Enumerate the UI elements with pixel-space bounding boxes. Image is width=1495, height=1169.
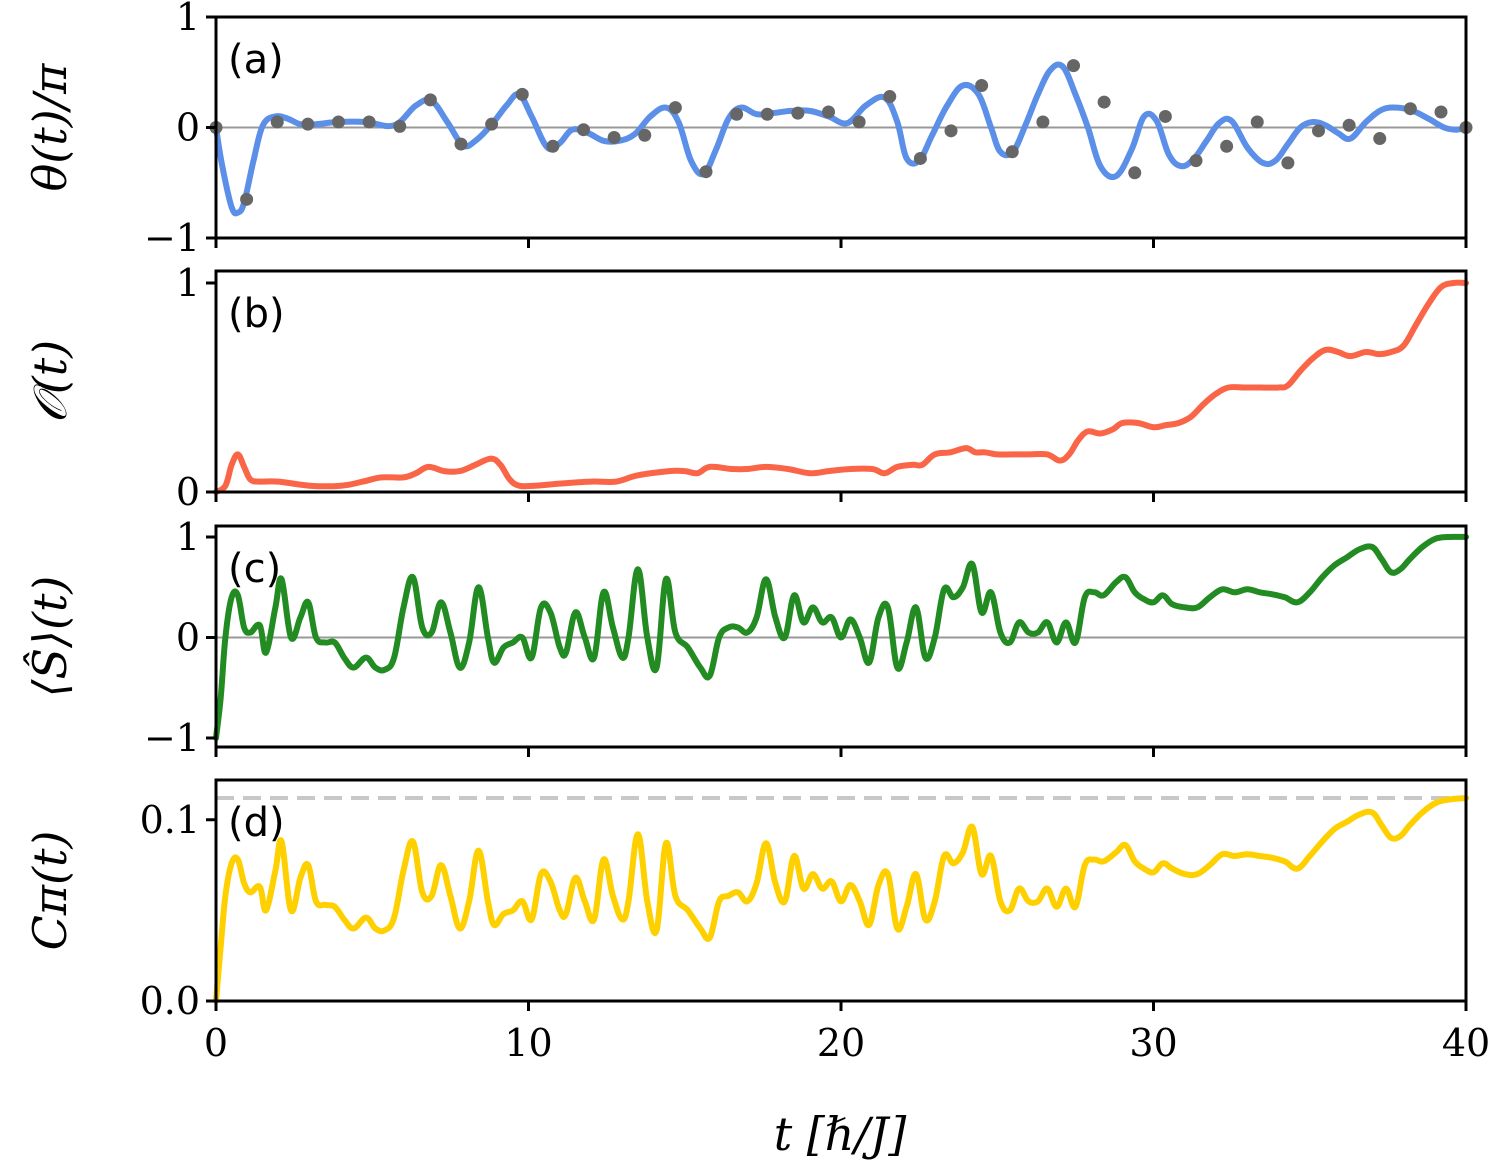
sample-point <box>791 106 805 120</box>
sample-point <box>699 165 713 179</box>
x-tick-label: 0 <box>204 1021 228 1065</box>
sample-point <box>1036 115 1050 129</box>
sample-point <box>1434 105 1448 119</box>
y-tick-label: 1 <box>176 261 200 305</box>
sample-point <box>485 117 499 131</box>
y-tick-label: 0 <box>176 106 200 150</box>
plot-frame <box>214 269 1468 494</box>
sample-point <box>1403 102 1417 116</box>
y-axis-label: θ(t)/π <box>23 63 77 192</box>
panel-label: (d) <box>228 800 285 846</box>
y-tick-label: 1 <box>176 515 200 559</box>
y-axis-label: Cπ(t) <box>23 831 77 951</box>
sample-point <box>607 130 621 144</box>
series-line-O <box>213 279 1469 495</box>
y-tick-label: 1 <box>176 0 200 39</box>
sample-point <box>730 107 744 121</box>
sample-point <box>454 137 468 151</box>
sample-point <box>1067 59 1080 73</box>
sample-point <box>577 123 590 137</box>
sample-point <box>638 128 652 142</box>
sample-point <box>913 151 927 165</box>
x-axis-label: t [ℏ/J] <box>774 1107 907 1161</box>
y-tick-label: 0 <box>176 616 200 660</box>
y-tick-label: −1 <box>144 716 200 760</box>
y-tick-label: 0.0 <box>140 979 200 1023</box>
sample-point <box>668 101 682 115</box>
sample-point <box>301 117 315 131</box>
sample-point <box>1342 118 1356 132</box>
y-tick-label: 0 <box>176 470 200 514</box>
series-line-S <box>213 533 1469 741</box>
x-tick-label: 40 <box>1442 1021 1490 1065</box>
sample-point <box>760 107 774 121</box>
x-tick-label: 20 <box>817 1021 865 1065</box>
sample-point <box>1312 124 1325 138</box>
sample-point <box>332 115 345 129</box>
sample-point <box>1158 109 1172 123</box>
y-tick-label: −1 <box>144 216 200 260</box>
panel-b: 0 1 (b) 𝒪(t) <box>23 261 1469 514</box>
plot-frame <box>214 778 1468 1003</box>
sample-point <box>852 115 866 129</box>
sample-point <box>883 90 897 104</box>
sample-point <box>1281 156 1295 170</box>
sample-point <box>393 119 407 133</box>
x-tick-label: 10 <box>504 1021 552 1065</box>
sample-point <box>944 124 958 138</box>
sample-point <box>423 93 437 107</box>
series-line-theta <box>213 61 1469 217</box>
sample-point <box>515 87 529 101</box>
sample-point <box>1097 95 1111 109</box>
sample-point <box>362 115 376 129</box>
y-tick-label: 0.1 <box>140 798 200 842</box>
panel-label: (c) <box>228 546 281 592</box>
sample-point <box>822 105 835 119</box>
sample-point <box>1189 154 1203 168</box>
panel-label: (a) <box>228 37 284 83</box>
x-tick-label: 30 <box>1129 1021 1177 1065</box>
sample-point <box>240 192 254 206</box>
panel-a: −1 0 1 (a) θ(t)/π <box>23 0 1473 260</box>
panel-label: (b) <box>228 291 285 337</box>
panel-c: −1 0 1 (c) ⟨Ŝ⟩(t) <box>22 515 1469 760</box>
sample-point <box>1373 132 1387 146</box>
series-line-C <box>213 795 1469 1004</box>
sample-point <box>975 79 989 93</box>
sample-point <box>1128 166 1142 180</box>
panel-d: 0.0 0.1 0 10 20 30 40 (d) Cπ(t) <box>23 778 1490 1065</box>
sample-point <box>1250 115 1264 129</box>
y-axis-label: 𝒪(t) <box>23 340 77 423</box>
y-axis-label: ⟨Ŝ⟩(t) <box>22 576 77 698</box>
sample-point <box>1005 145 1019 159</box>
sample-point <box>1220 139 1234 153</box>
sample-point <box>546 139 560 153</box>
sample-point <box>270 115 284 129</box>
